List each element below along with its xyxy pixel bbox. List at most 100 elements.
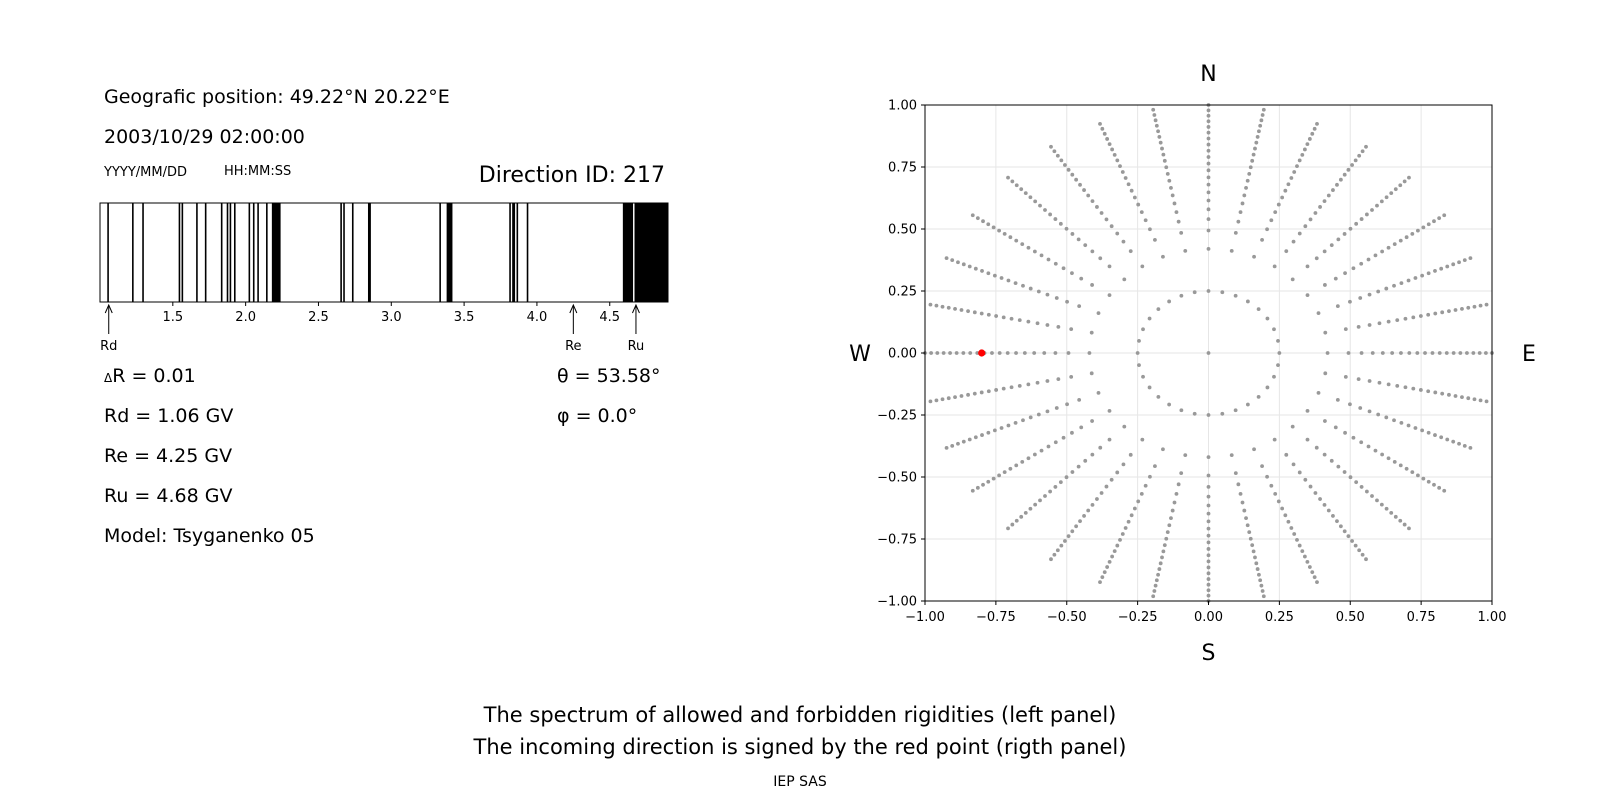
phi-value: φ = 0.0° bbox=[557, 405, 638, 427]
grid-point bbox=[1297, 231, 1302, 236]
grid-point bbox=[1238, 210, 1243, 214]
grid-point bbox=[1420, 428, 1425, 433]
grid-point bbox=[1465, 351, 1469, 355]
grid-point bbox=[1384, 286, 1389, 291]
grid-point bbox=[1439, 266, 1444, 271]
grid-point bbox=[1398, 183, 1403, 188]
grid-point bbox=[1128, 249, 1133, 254]
grid-point bbox=[1350, 539, 1354, 543]
spectrum-tick-label: 4.0 bbox=[527, 310, 548, 325]
grid-point bbox=[1021, 283, 1025, 288]
grid-point bbox=[1095, 205, 1099, 209]
grid-point bbox=[1292, 170, 1297, 174]
grid-point bbox=[1122, 277, 1127, 282]
grid-point bbox=[1052, 149, 1057, 154]
grid-point bbox=[1107, 142, 1112, 147]
grid-point bbox=[1343, 374, 1348, 379]
grid-point bbox=[1054, 296, 1059, 300]
grid-point bbox=[1426, 271, 1431, 276]
grid-point bbox=[1353, 543, 1358, 548]
grid-point bbox=[1014, 351, 1018, 355]
grid-point bbox=[1090, 419, 1094, 423]
grid-point bbox=[1110, 554, 1115, 559]
grid-point bbox=[1418, 314, 1423, 318]
grid-point bbox=[1323, 419, 1327, 423]
grid-point bbox=[1426, 312, 1431, 317]
grid-point bbox=[1305, 559, 1310, 564]
spectrum-frame bbox=[99, 202, 669, 303]
forbidden-band bbox=[622, 203, 634, 302]
forbidden-band bbox=[220, 203, 223, 302]
grid-point bbox=[1432, 219, 1436, 224]
y-tick-label: −0.75 bbox=[877, 533, 917, 548]
grid-point bbox=[1035, 380, 1040, 385]
x-tick-label: 0.25 bbox=[1265, 610, 1294, 625]
grid-point bbox=[1147, 316, 1152, 321]
grid-point bbox=[980, 269, 984, 273]
grid-point bbox=[1440, 310, 1445, 315]
grid-point bbox=[1236, 219, 1241, 224]
grid-point bbox=[1308, 484, 1313, 489]
grid-point bbox=[1048, 489, 1053, 494]
grid-point bbox=[1078, 182, 1082, 187]
grid-point bbox=[1280, 195, 1285, 200]
grid-point bbox=[940, 304, 945, 309]
grid-point bbox=[1336, 237, 1341, 242]
grid-point bbox=[1107, 437, 1112, 442]
forbidden-band bbox=[526, 203, 529, 302]
grid-point bbox=[1152, 589, 1157, 593]
x-tick-label: −1.00 bbox=[905, 610, 945, 625]
grid-point bbox=[1206, 161, 1211, 166]
grid-point bbox=[1026, 245, 1031, 250]
grid-point bbox=[1123, 176, 1128, 180]
grid-point bbox=[1179, 293, 1184, 298]
grid-point bbox=[1206, 553, 1211, 558]
grid-point bbox=[1384, 506, 1389, 511]
grid-point bbox=[1028, 415, 1033, 420]
grid-point bbox=[1318, 205, 1322, 209]
grid-point bbox=[1019, 187, 1024, 192]
grid-point bbox=[1245, 178, 1250, 183]
grid-point bbox=[1096, 390, 1101, 395]
geographic-position: Geografic position: 49.22°N 20.22°E bbox=[104, 86, 450, 108]
grid-point bbox=[1366, 257, 1371, 262]
grid-point bbox=[1261, 594, 1266, 599]
grid-point bbox=[970, 488, 975, 493]
grid-point bbox=[1380, 249, 1385, 254]
grid-point bbox=[1074, 177, 1079, 182]
grid-point bbox=[1415, 351, 1420, 355]
grid-point bbox=[1326, 508, 1331, 513]
grid-point bbox=[1059, 543, 1064, 548]
grid-point bbox=[1244, 185, 1248, 190]
grid-point bbox=[1442, 213, 1447, 218]
grid-point bbox=[973, 435, 978, 440]
grid-point bbox=[1284, 249, 1289, 254]
grid-point bbox=[1045, 409, 1050, 414]
grid-point bbox=[1165, 171, 1170, 176]
caption-line-2: The incoming direction is signed by the … bbox=[473, 735, 1127, 759]
grid-point bbox=[1393, 187, 1398, 192]
grid-point bbox=[1255, 135, 1260, 139]
compass-west-label: W bbox=[849, 342, 871, 367]
grid-point bbox=[1069, 374, 1074, 379]
forbidden-band bbox=[634, 203, 668, 302]
grid-point bbox=[1426, 222, 1431, 227]
grid-point bbox=[1179, 230, 1184, 235]
grid-point bbox=[1151, 107, 1156, 112]
grid-point bbox=[1229, 248, 1234, 253]
grid-point bbox=[1245, 523, 1250, 528]
grid-point bbox=[1089, 371, 1094, 376]
grid-point bbox=[1028, 506, 1033, 511]
grid-point bbox=[1367, 409, 1372, 414]
grid-point bbox=[1109, 224, 1114, 229]
grid-point bbox=[934, 398, 939, 403]
grid-point bbox=[1001, 386, 1006, 391]
grid-point bbox=[1323, 283, 1327, 287]
grid-point bbox=[1432, 482, 1436, 487]
grid-point bbox=[1206, 217, 1211, 221]
grid-point bbox=[1376, 289, 1381, 294]
grid-point bbox=[1095, 497, 1099, 501]
grid-point bbox=[1399, 421, 1404, 425]
grid-point bbox=[1238, 492, 1243, 496]
grid-point bbox=[1342, 470, 1347, 474]
